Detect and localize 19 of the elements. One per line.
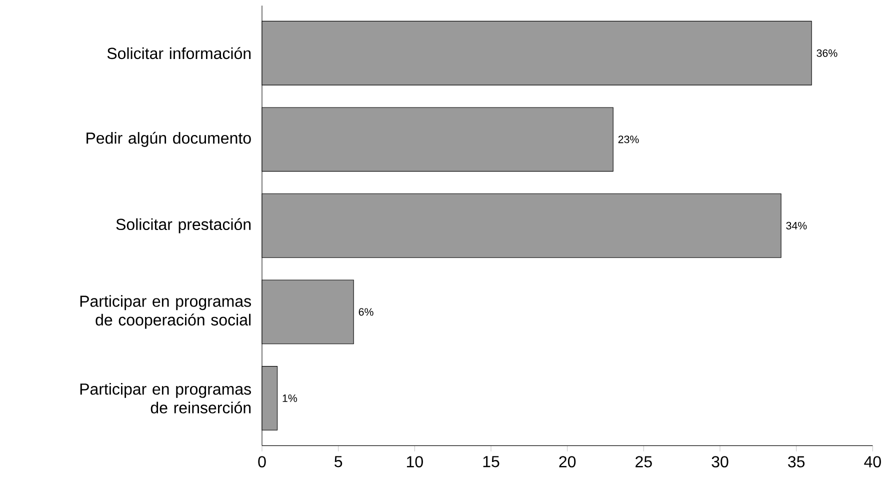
data-label: 36% — [816, 49, 838, 57]
x-tick-label: 5 — [334, 456, 342, 468]
x-tick-label: 0 — [258, 456, 266, 468]
y-tick-label: Solicitar información — [107, 47, 251, 60]
y-tick-label: Participar en programas de cooperación social — [80, 295, 251, 329]
x-tick-label: 30 — [712, 456, 728, 468]
x-tick-label: 20 — [559, 456, 576, 468]
x-tick-label: 25 — [636, 456, 652, 468]
x-tick-label: 40 — [864, 456, 881, 468]
data-label: 1% — [282, 394, 298, 402]
x-tick-label: 35 — [788, 456, 805, 468]
data-label: 34% — [786, 222, 807, 230]
y-tick-label: Solicitar prestación — [116, 218, 251, 234]
data-label: 23% — [618, 136, 639, 144]
y-tick-label: Participar en programas de reinserción — [80, 383, 251, 414]
y-tick-label: Pedir algún documento — [86, 132, 251, 147]
x-tick-label: 10 — [406, 456, 423, 468]
data-label: 6% — [358, 308, 374, 316]
x-tick-label: 15 — [483, 456, 500, 468]
